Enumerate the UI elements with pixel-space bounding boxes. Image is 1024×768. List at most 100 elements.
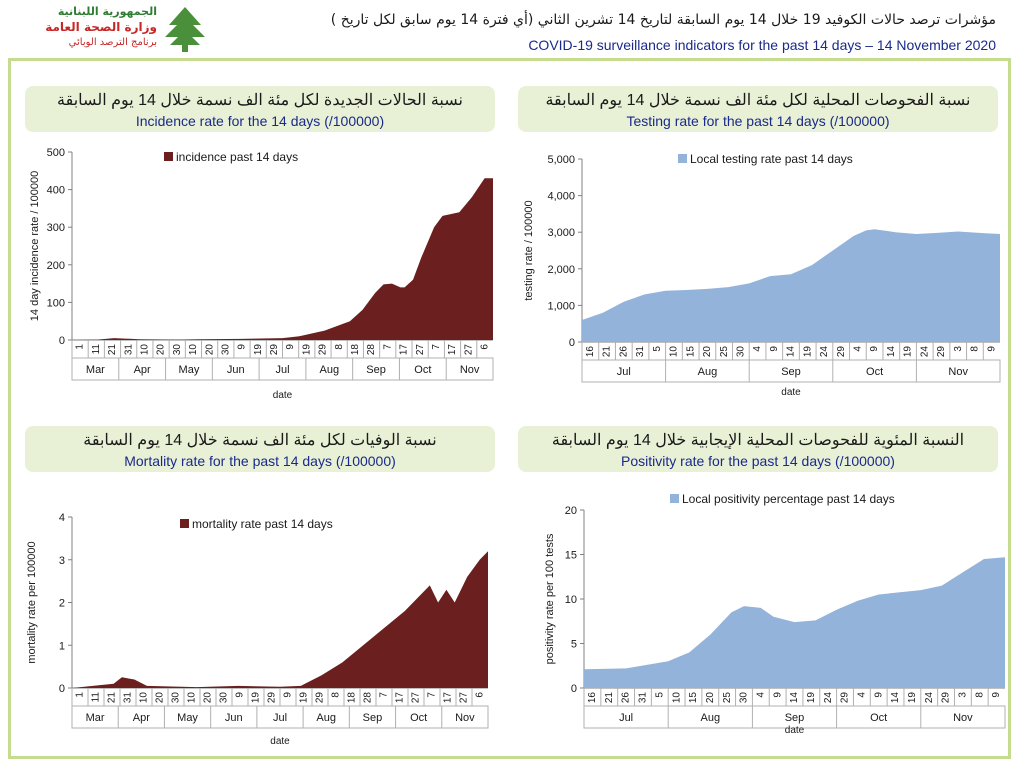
x-tick-label: 24 [823, 692, 834, 704]
y-tick-label: 15 [565, 550, 577, 562]
y-tick-label: 5 [571, 639, 577, 651]
x-tick-label: 5 [652, 346, 663, 352]
x-tick-label: 30 [739, 692, 750, 704]
month-label: Jul [619, 712, 633, 724]
header: الجمهورية اللبنانية وزارة الصحة العامة ب… [0, 0, 1024, 58]
y-tick-label: 4 [59, 512, 65, 524]
x-tick-label: 29 [941, 692, 952, 704]
x-tick-label: 26 [618, 346, 629, 358]
month-label: Oct [410, 712, 427, 724]
x-tick-label: 8 [331, 692, 342, 698]
y-axis-label: mortality rate per 100000 [26, 541, 38, 663]
positivity-panel-title: النسبة المئوية للفحوصات المحلية الإيجابي… [518, 426, 998, 472]
y-tick-label: 3,000 [547, 227, 575, 239]
charts-frame [8, 58, 1011, 759]
x-tick-label: 29 [936, 346, 947, 358]
month-label: Aug [319, 364, 339, 376]
x-tick-label: 19 [903, 346, 914, 358]
x-tick-label: 9 [772, 692, 783, 698]
x-tick-label: 29 [315, 692, 326, 704]
x-tick-label: 30 [735, 346, 746, 358]
y-tick-label: 20 [565, 505, 577, 517]
month-label: Oct [866, 366, 883, 378]
month-band [581, 359, 1001, 383]
x-tick-label: 31 [123, 692, 134, 704]
incidence-title-arabic: نسبة الحالات الجديدة لكل مئة الف نسمة خل… [57, 92, 463, 109]
x-tick-label: 30 [220, 344, 231, 356]
month-band [71, 357, 494, 381]
x-tick-label: 1 [75, 692, 86, 698]
x-tick-label: 21 [604, 692, 615, 704]
incidence-panel-title: نسبة الحالات الجديدة لكل مئة الف نسمة خل… [25, 86, 495, 132]
x-tick-label: 20 [702, 346, 713, 358]
x-tick-label: 3 [958, 692, 969, 698]
x-tick-label: 31 [638, 692, 649, 704]
month-label: Jun [227, 364, 245, 376]
x-tick-label: 20 [155, 692, 166, 704]
page-title-arabic: مؤشرات ترصد حالات الكوفيد 19 خلال 14 يوم… [330, 12, 996, 28]
y-tick-label: 4,000 [547, 191, 575, 203]
x-tick-label: 16 [585, 346, 596, 358]
x-tick-label: 18 [347, 692, 358, 704]
x-axis-label: date [785, 725, 805, 736]
x-tick-label: 30 [172, 344, 183, 356]
y-tick-label: 10 [565, 594, 577, 606]
x-tick-label: 9 [283, 692, 294, 698]
y-tick-label: 400 [47, 185, 65, 197]
legend-swatch [180, 519, 189, 528]
x-axis-label: date [270, 736, 290, 747]
x-tick-label: 29 [318, 344, 329, 356]
month-label: Apr [134, 364, 151, 376]
x-tick-label: 7 [379, 692, 390, 698]
month-label: Nov [953, 712, 973, 724]
x-tick-label: 19 [253, 344, 264, 356]
y-tick-label: 2 [59, 598, 65, 610]
y-axis-label: testing rate / 100000 [523, 200, 535, 300]
x-tick-label: 4 [857, 692, 868, 698]
x-tick-label: 29 [840, 692, 851, 704]
y-tick-label: 0 [569, 337, 575, 349]
month-label: Nov [460, 364, 480, 376]
x-tick-label: 28 [366, 344, 377, 356]
x-tick-label: 9 [285, 344, 296, 350]
month-label: Nov [455, 712, 475, 724]
x-tick-label: 28 [363, 692, 374, 704]
x-tick-label: 20 [204, 344, 215, 356]
legend-label: Local positivity percentage past 14 days [682, 492, 895, 506]
logo-line-3: برنامج الترصد الوبائي [68, 37, 157, 48]
x-tick-label: 29 [836, 346, 847, 358]
x-tick-label: 25 [722, 692, 733, 704]
x-tick-label: 17 [443, 692, 454, 704]
logo-line-2: وزارة الصحة العامة [45, 20, 157, 34]
x-tick-label: 6 [480, 344, 491, 350]
x-tick-label: 27 [411, 692, 422, 704]
month-label: Jul [273, 712, 287, 724]
month-label: May [179, 364, 200, 376]
x-tick-label: 25 [719, 346, 730, 358]
legend-swatch [164, 152, 173, 161]
x-tick-label: 9 [237, 344, 248, 350]
ministry-logo: الجمهورية اللبنانية وزارة الصحة العامة ب… [45, 3, 215, 53]
logo-line-1: الجمهورية اللبنانية [57, 5, 157, 18]
x-tick-label: 20 [203, 692, 214, 704]
x-axis-label: date [781, 387, 801, 398]
x-tick-label: 8 [334, 344, 345, 350]
x-tick-label: 10 [140, 344, 151, 356]
y-axis-label: positivity rate per 100 tests [544, 533, 556, 664]
x-tick-label: 3 [953, 346, 964, 352]
month-label: Oct [870, 712, 887, 724]
month-label: Sep [785, 712, 805, 724]
month-label: Apr [133, 712, 150, 724]
x-tick-label: 8 [974, 692, 985, 698]
month-label: May [177, 712, 198, 724]
x-tick-label: 11 [91, 344, 102, 355]
month-label: Jul [275, 364, 289, 376]
month-label: Sep [781, 366, 801, 378]
x-tick-label: 19 [802, 346, 813, 358]
x-tick-label: 20 [156, 344, 167, 356]
x-tick-label: 7 [427, 692, 438, 698]
month-band [71, 705, 489, 729]
